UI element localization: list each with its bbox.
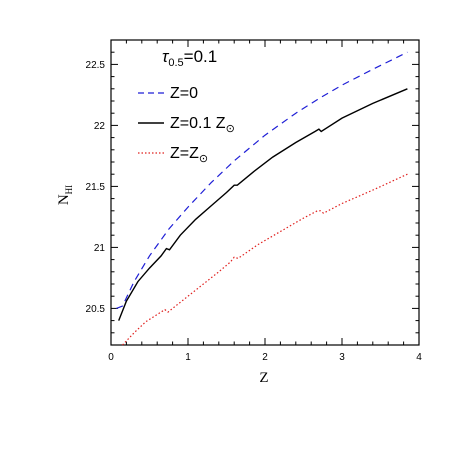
legend: Z=0 Z=0.1 Z⊙ Z=Z⊙ <box>138 85 235 165</box>
y-tick-label: 22.5 <box>86 60 106 71</box>
x-tick-label: 2 <box>262 352 268 363</box>
series-lines <box>116 51 408 346</box>
y-tick-label: 20.5 <box>86 304 106 315</box>
y-axis-label-sub: HI <box>64 185 74 195</box>
legend-label-z01-main: Z=0.1 Z <box>170 115 226 132</box>
tau-symbol: τ <box>162 47 170 66</box>
tau-annotation: τ0.5=0.1 <box>162 47 217 69</box>
legend-label-zsun-main: Z=Z <box>170 145 199 162</box>
tau-value: =0.1 <box>184 47 218 66</box>
series-line-z0 <box>116 51 408 309</box>
y-axis-label: NHI <box>56 185 74 205</box>
x-tick-label: 0 <box>108 352 114 363</box>
tau-subscript: 0.5 <box>168 57 183 69</box>
y-tick-label: 21 <box>94 243 106 254</box>
legend-label-zsun: Z=Z⊙ <box>170 145 208 165</box>
legend-label-z0: Z=0 <box>170 85 198 102</box>
x-tick-label: 1 <box>185 352 191 363</box>
plot-frame <box>110 39 420 346</box>
x-axis-label: Z <box>259 370 268 386</box>
legend-label-zsun-sub: ⊙ <box>199 153 208 165</box>
legend-label-z01-sub: ⊙ <box>226 123 235 135</box>
y-tick-label: 21.5 <box>86 182 106 193</box>
legend-label-z01: Z=0.1 Z⊙ <box>170 115 235 135</box>
series-line-zsun <box>122 173 408 346</box>
y-axis-label-main: N <box>56 194 72 205</box>
x-tick-label: 4 <box>416 352 422 363</box>
y-tick-label: 22 <box>94 121 106 132</box>
series-line-z01 <box>118 88 408 321</box>
x-tick-label: 3 <box>339 352 345 363</box>
axis-ticks: 0 1 2 3 4 20.5 21 21.5 22 22.5 <box>86 39 422 363</box>
